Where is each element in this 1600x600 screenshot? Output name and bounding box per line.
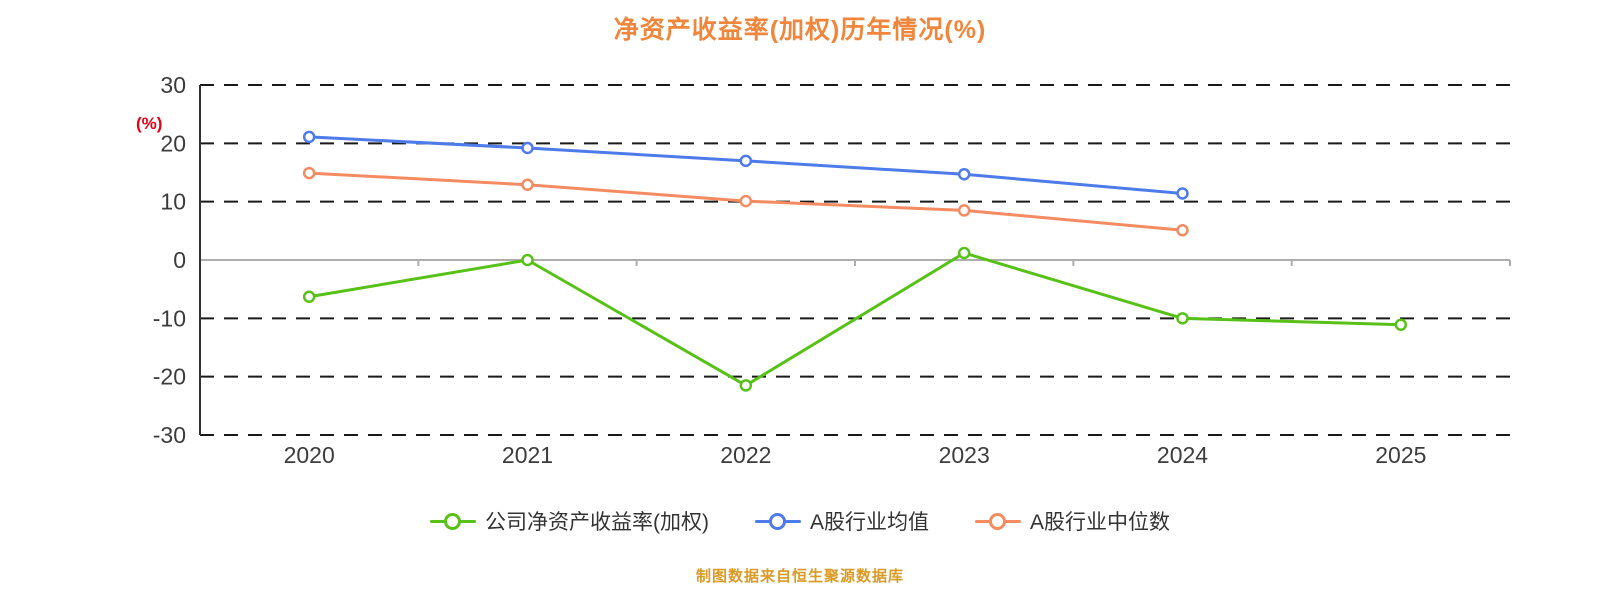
svg-text:10: 10 [160, 189, 186, 215]
y-axis-unit-label: (%) [136, 114, 163, 133]
svg-text:2024: 2024 [1157, 442, 1208, 468]
svg-text:2023: 2023 [939, 442, 990, 468]
legend-dot-icon [989, 512, 1006, 530]
legend-line-marker-icon [429, 512, 476, 530]
svg-text:2020: 2020 [284, 442, 335, 468]
svg-text:2021: 2021 [502, 442, 553, 468]
chart-title: 净资产收益率(加权)历年情况(%) [613, 16, 987, 44]
legend-label: A股行业中位数 [1030, 511, 1171, 534]
chart-legend: 公司净资产收益率(加权) A股行业均值 A股行业中位数 [0, 506, 1600, 536]
legend-line-marker-icon [975, 512, 1021, 530]
svg-text:-30: -30 [153, 422, 186, 448]
legend-label: A股行业均值 [809, 511, 929, 534]
legend-dot-icon [443, 512, 461, 530]
legend-item-2[interactable]: A股行业中位数 [975, 506, 1170, 536]
svg-text:2022: 2022 [720, 442, 771, 468]
svg-text:20: 20 [160, 130, 186, 156]
legend-label: 公司净资产收益率(加权) [484, 511, 709, 534]
legend-item-1[interactable]: A股行业均值 [754, 506, 929, 536]
svg-text:-10: -10 [153, 305, 186, 331]
data-source-note: 制图数据来自恒生聚源数据库 [695, 568, 904, 585]
svg-text:-20: -20 [153, 364, 186, 390]
legend-item-0[interactable]: 公司净资产收益率(加权) [429, 506, 709, 536]
svg-text:30: 30 [160, 72, 186, 98]
legend-dot-icon [768, 512, 786, 530]
svg-text:2025: 2025 [1375, 442, 1426, 468]
svg-text:0: 0 [173, 247, 186, 273]
legend-line-marker-icon [754, 512, 801, 530]
